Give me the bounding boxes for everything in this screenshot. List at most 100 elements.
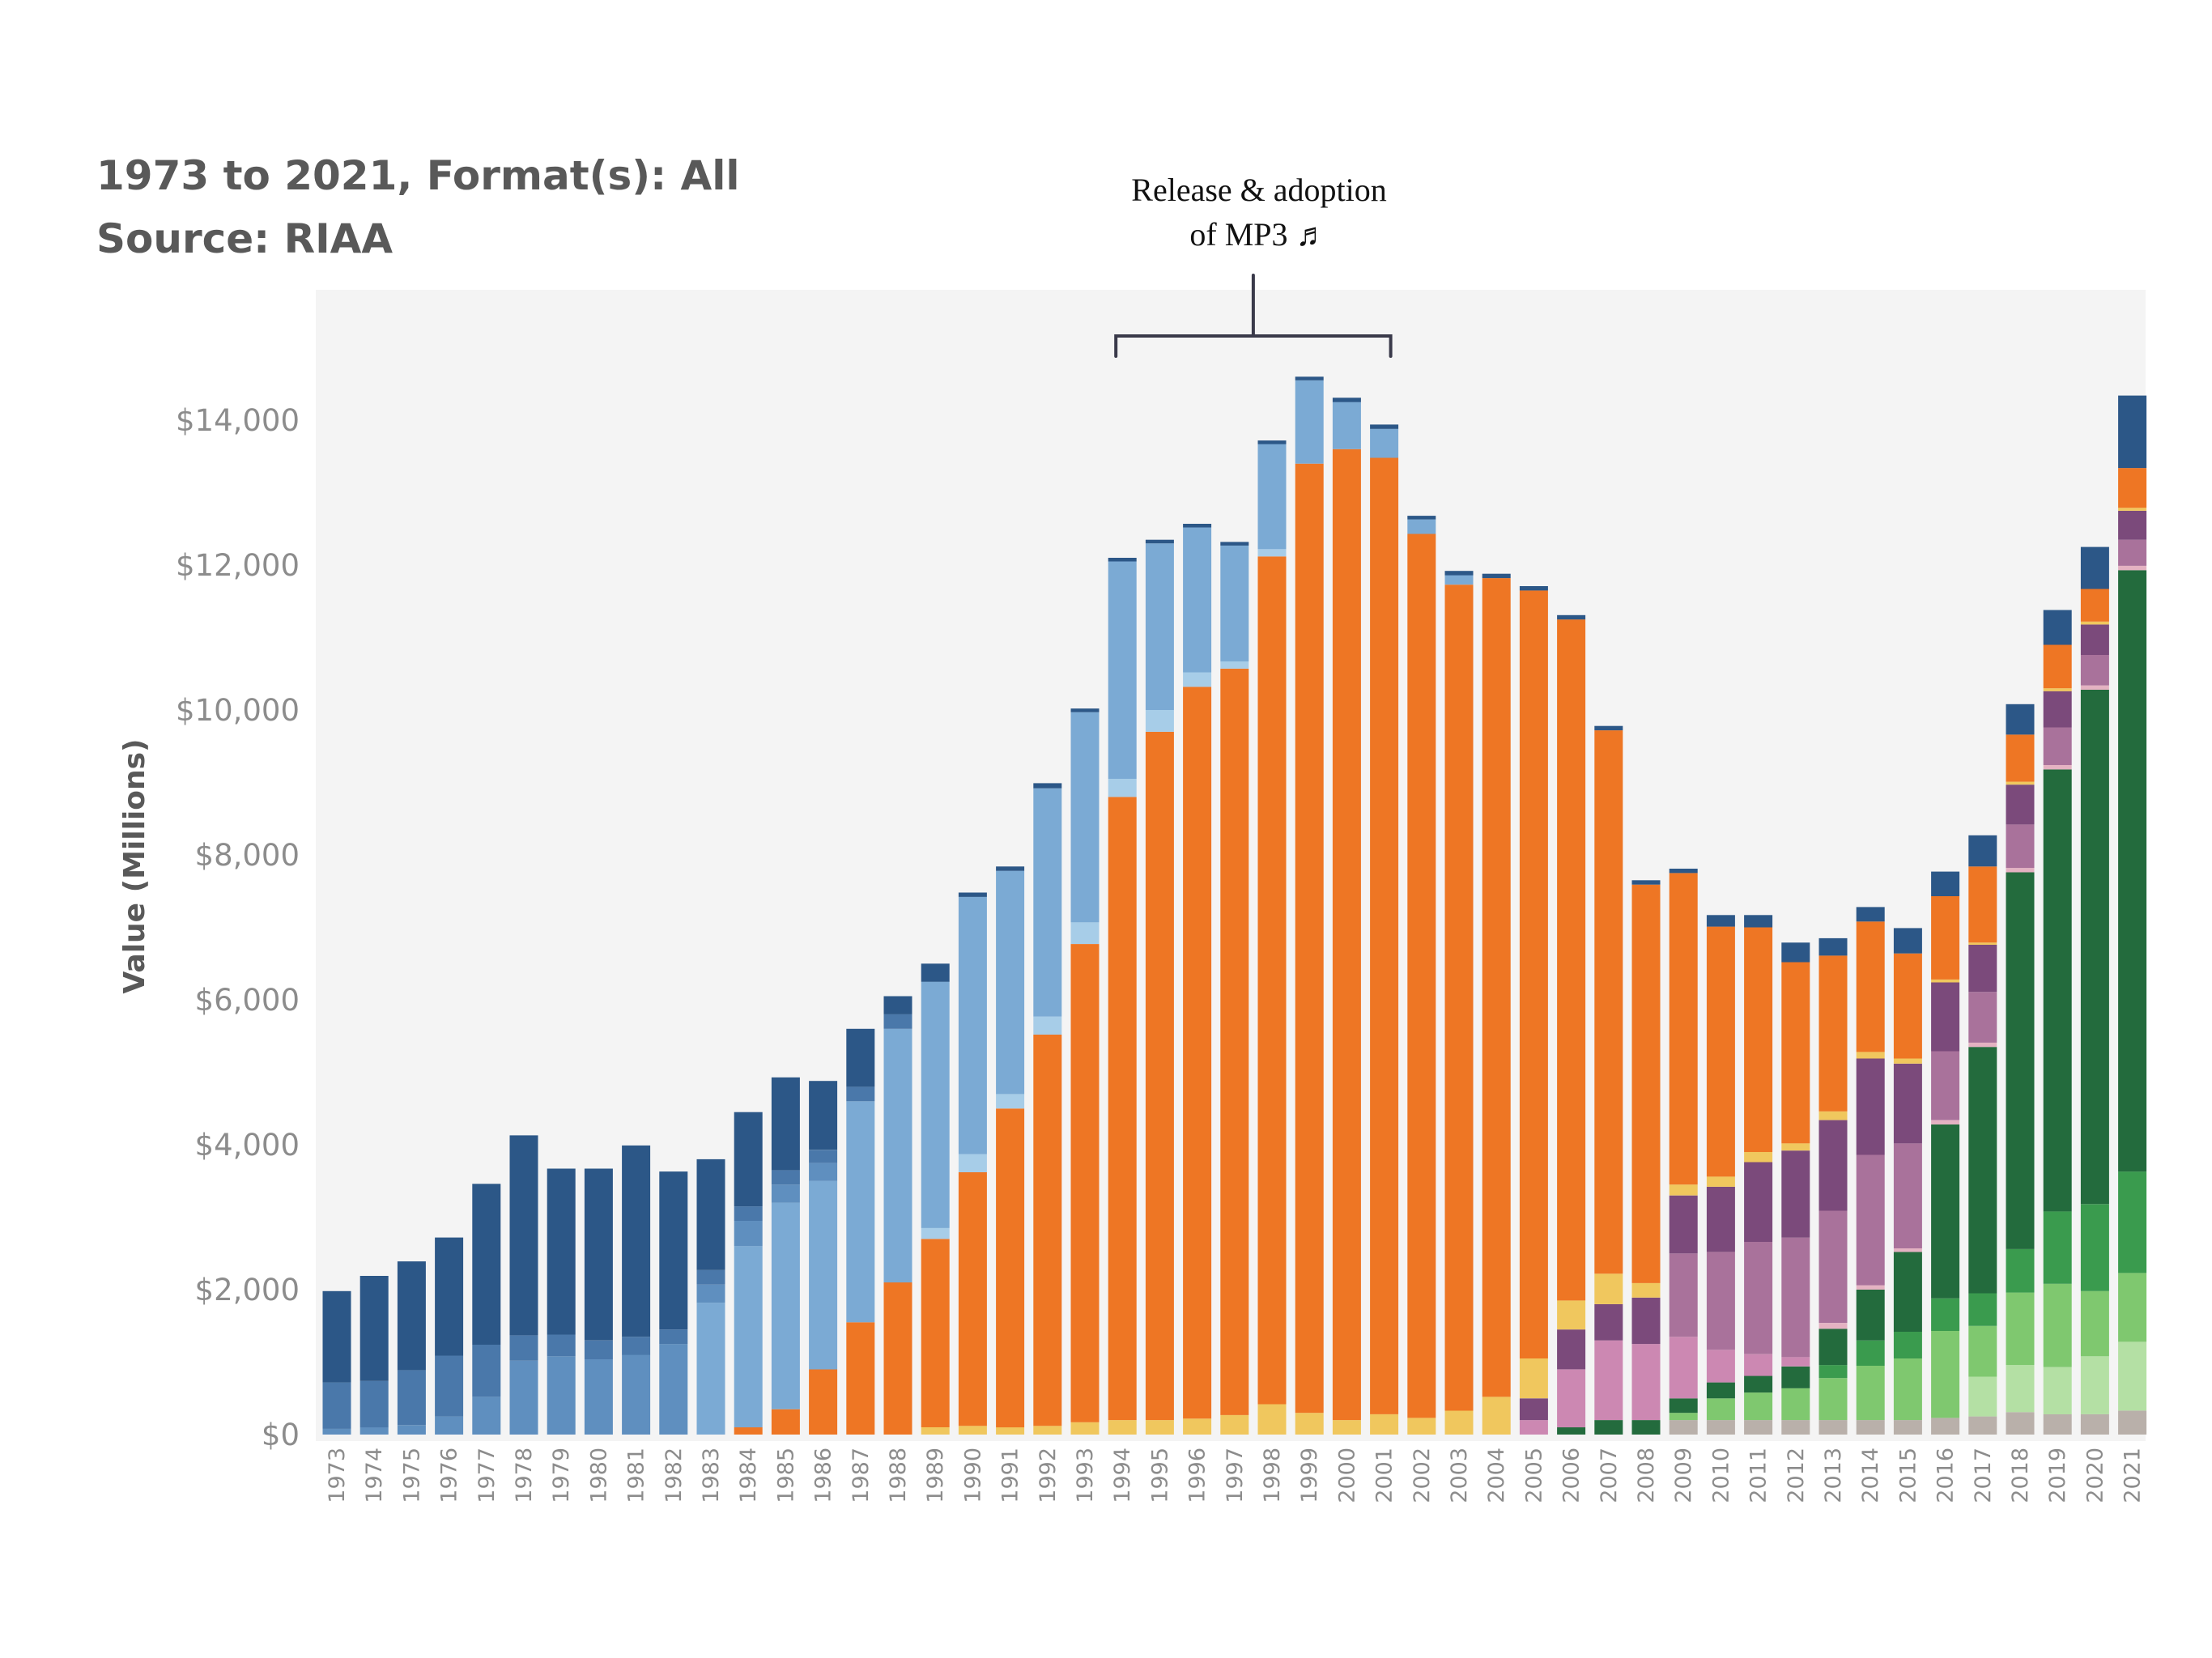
bar-segment-1976-13 — [435, 1416, 464, 1435]
bar-segment-1983-15 — [696, 1158, 725, 1270]
bar-segment-2011-2 — [1744, 1392, 1773, 1421]
bar-segment-1998-10 — [1257, 556, 1287, 1405]
bar-segment-1997-12 — [1220, 545, 1249, 661]
bar-segment-2011-0 — [1744, 1420, 1773, 1435]
bar-segment-2021-0 — [2118, 1410, 2147, 1435]
x-tick-label: 1977 — [474, 1448, 500, 1503]
x-tick-label: 2009 — [1671, 1448, 1696, 1503]
bar-segment-2019-9 — [2043, 688, 2072, 691]
bar-segment-2019-15 — [2043, 610, 2072, 645]
bar-segment-2018-5 — [2006, 868, 2035, 873]
x-tick-label: 2019 — [2045, 1448, 2070, 1503]
bar-segment-1997-11 — [1220, 661, 1249, 669]
bar-segment-1985-12 — [771, 1202, 800, 1409]
bar-segment-2015-8 — [1893, 1063, 1922, 1144]
x-tick-label: 1976 — [437, 1448, 462, 1503]
bar-segment-2006-8 — [1557, 1329, 1586, 1370]
bar-segment-2016-8 — [1931, 982, 1960, 1052]
y-tick-label: $14,000 — [176, 403, 300, 438]
bar-segment-2005-15 — [1519, 586, 1548, 591]
bar-segment-2012-4 — [1781, 1366, 1810, 1388]
bar-segment-1976-14 — [435, 1355, 464, 1417]
bar-segment-2016-15 — [1931, 871, 1960, 896]
bar-segment-2011-9 — [1744, 1152, 1773, 1163]
bar-segment-1973-13 — [322, 1428, 351, 1435]
bar-segment-2019-2 — [2043, 1283, 2072, 1367]
bar-segment-2014-10 — [1856, 921, 1885, 1052]
bar-segment-2013-7 — [1819, 1210, 1848, 1324]
bar-segment-1986-14 — [809, 1150, 838, 1163]
bar-segment-2019-4 — [2043, 769, 2072, 1212]
bar-segment-1990-15 — [958, 892, 987, 897]
bar-segment-1995-10 — [1145, 731, 1174, 1421]
bar-segment-2012-15 — [1781, 942, 1810, 963]
bar-segment-2014-3 — [1856, 1340, 1885, 1366]
bar-segment-1994-10 — [1108, 797, 1137, 1421]
bar-segment-2016-5 — [1931, 1120, 1960, 1124]
x-tick-label: 2000 — [1334, 1448, 1359, 1503]
bar-segment-2000-15 — [1332, 397, 1361, 402]
bar-segment-1984-14 — [734, 1206, 763, 1221]
bar-segment-2009-10 — [1669, 873, 1698, 1185]
bar-segment-1985-15 — [771, 1077, 800, 1171]
bar-segment-1981-15 — [622, 1145, 651, 1337]
bar-segment-2007-10 — [1594, 730, 1623, 1274]
bar-segment-1999-12 — [1295, 380, 1324, 464]
bars-layer — [322, 376, 2147, 1435]
bar-segment-2008-15 — [1631, 880, 1661, 885]
bar-segment-1987-10 — [846, 1322, 875, 1435]
bar-segment-1989-11 — [921, 1227, 950, 1239]
bar-segment-1988-15 — [883, 996, 912, 1014]
bar-segment-2018-15 — [2006, 704, 2035, 735]
x-tick-label: 1983 — [699, 1448, 724, 1503]
bar-segment-2006-15 — [1557, 614, 1586, 620]
bar-segment-2013-8 — [1819, 1120, 1848, 1211]
bar-segment-2021-10 — [2118, 468, 2147, 508]
bar-segment-2009-9 — [1669, 1184, 1698, 1196]
x-tick-label: 1984 — [736, 1448, 761, 1503]
y-tick-label: $10,000 — [176, 693, 300, 728]
bar-segment-2011-6 — [1744, 1354, 1773, 1376]
x-tick-label: 1986 — [811, 1448, 836, 1503]
bar-segment-1995-15 — [1145, 539, 1174, 544]
x-tick-label: 1985 — [773, 1448, 798, 1503]
bar-segment-1994-9 — [1108, 1420, 1137, 1435]
bar-segment-1995-9 — [1145, 1420, 1174, 1435]
bar-segment-2020-2 — [2080, 1290, 2109, 1357]
bar-segment-1982-15 — [659, 1171, 688, 1330]
bar-segment-2009-2 — [1669, 1413, 1698, 1421]
x-tick-label: 2012 — [1784, 1448, 1809, 1503]
bar-segment-2007-9 — [1594, 1273, 1623, 1304]
x-tick-label: 2014 — [1858, 1448, 1883, 1503]
bar-segment-2020-3 — [2080, 1204, 2109, 1291]
bar-segment-2005-10 — [1519, 590, 1548, 1358]
bar-segment-2017-1 — [1968, 1376, 1997, 1417]
bar-segment-2016-7 — [1931, 1051, 1960, 1120]
annotation-line-1: Release & adoption — [1131, 172, 1386, 208]
bar-segment-1996-9 — [1183, 1418, 1212, 1435]
bar-segment-1983-14 — [696, 1269, 725, 1285]
bar-segment-1983-13 — [696, 1284, 725, 1303]
x-tick-label: 2010 — [1708, 1448, 1733, 1503]
bar-segment-2005-9 — [1519, 1358, 1548, 1399]
x-tick-label: 1991 — [998, 1448, 1023, 1503]
bar-segment-2010-6 — [1706, 1350, 1735, 1383]
bar-segment-2006-4 — [1557, 1427, 1586, 1435]
bar-segment-2016-9 — [1931, 979, 1960, 983]
bar-segment-2021-3 — [2118, 1171, 2147, 1273]
bar-segment-2018-9 — [2006, 781, 2035, 785]
bar-segment-2018-10 — [2006, 734, 2035, 782]
x-tick-label: 1994 — [1110, 1448, 1135, 1503]
bar-segment-1990-12 — [958, 896, 987, 1154]
bar-segment-2013-15 — [1819, 937, 1848, 956]
bar-segment-2014-9 — [1856, 1052, 1885, 1059]
bar-segment-2002-9 — [1407, 1418, 1436, 1435]
bar-segment-2018-1 — [2006, 1365, 2035, 1413]
bar-segment-2008-8 — [1631, 1297, 1661, 1345]
bar-segment-2006-10 — [1557, 619, 1586, 1301]
x-tick-label: 2003 — [1447, 1448, 1472, 1503]
bar-segment-1980-14 — [584, 1340, 613, 1359]
bar-segment-1992-10 — [1033, 1035, 1062, 1426]
bar-segment-2010-0 — [1706, 1420, 1735, 1435]
